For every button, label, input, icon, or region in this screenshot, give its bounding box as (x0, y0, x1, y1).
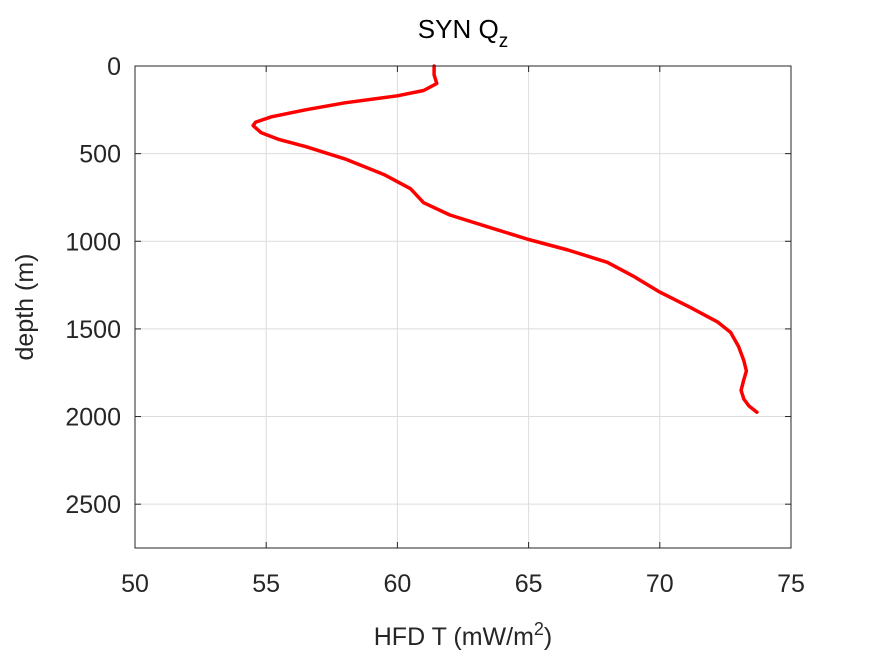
y-tick-label: 2500 (65, 491, 121, 519)
x-axis-label: HFD T (mW/m2) (374, 619, 553, 651)
chart-title: SYN Qz (418, 14, 508, 52)
x-axis-label-suffix: ) (544, 623, 552, 651)
x-tick-label: 65 (515, 570, 543, 598)
y-tick-label: 500 (79, 141, 121, 169)
tick-marks (134, 65, 792, 548)
plot-frame (134, 65, 792, 549)
chart-title-subscript: z (499, 31, 509, 52)
y-tick-label: 1500 (65, 316, 121, 344)
x-axis-label-superscript: 2 (534, 619, 544, 639)
y-tick-labels: 0 500 1000 1500 2000 2500 (65, 53, 121, 519)
x-axis-label-main: HFD T (mW/m (374, 623, 534, 651)
plot-area-background (135, 66, 791, 548)
x-tick-labels: 50 55 60 65 70 75 (121, 570, 805, 598)
chart-title-main: SYN Q (418, 14, 499, 44)
series-layer (251, 64, 759, 414)
y-tick-label: 2000 (65, 404, 121, 432)
series-line-0 (251, 64, 759, 414)
y-tick-label: 0 (107, 53, 121, 81)
y-tick-label: 1000 (65, 228, 121, 256)
x-tick-label: 50 (121, 570, 149, 598)
x-tick-label: 75 (777, 570, 805, 598)
x-tick-label: 55 (252, 570, 280, 598)
x-tick-label: 60 (383, 570, 411, 598)
x-tick-label: 70 (646, 570, 674, 598)
y-axis-label: depth (m) (11, 254, 39, 361)
